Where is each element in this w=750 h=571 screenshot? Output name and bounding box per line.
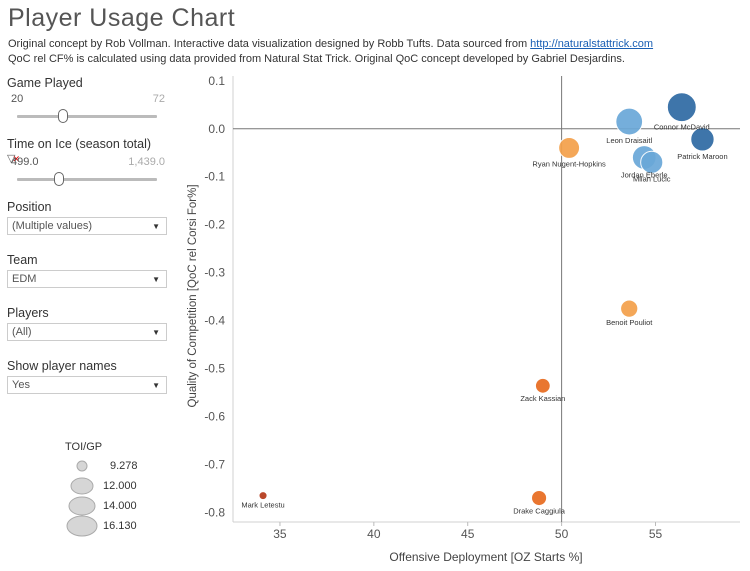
chevron-down-icon: ▼ [152,221,160,231]
y-tick-label: -0.2 [204,218,225,232]
point-milan-lucic [640,150,664,174]
games-played-label: Game Played [7,76,83,90]
y-tick-label: -0.7 [204,457,225,471]
players-label: Players [7,306,49,320]
filter-icon[interactable]: ▽ [7,153,16,165]
point-jordan-eberle [631,145,657,170]
team-label: Team [7,253,38,267]
point-label-drake-caggiula: Drake Caggiula [513,507,566,516]
x-tick-label: 55 [649,527,663,541]
x-tick-label: 40 [367,527,381,541]
x-tick-label: 45 [461,527,475,541]
filter-panel: Game Played 20 72 Time on Ice (season to… [7,76,167,394]
games-played-max[interactable]: 72 [152,93,165,105]
toi-range: 499.0 1,439.0 [7,156,167,172]
size-legend-circle-4 [66,515,98,537]
size-legend-title: TOI/GP [65,441,103,453]
position-label: Position [7,200,52,214]
point-label-jordan-eberle: Jordan Eberle [621,170,668,179]
toi-label: Time on Ice (season total) [7,137,152,151]
team-value: EDM [12,273,37,285]
slider-track [17,178,157,181]
point-label-zack-kassian: Zack Kassian [520,394,565,403]
players-select[interactable]: (All) ▼ [7,323,167,341]
position-value: (Multiple values) [12,220,93,232]
x-tick-label: 50 [555,527,569,541]
point-drake-caggiula [531,489,548,507]
y-axis-label: Quality of Competition [QoC rel Corsi Fo… [187,184,199,407]
position-select[interactable]: (Multiple values) ▼ [7,217,167,235]
size-legend-label-3: 14.000 [103,500,137,512]
size-legend-label-1: 9.278 [110,460,138,472]
y-tick-label: -0.5 [204,362,225,376]
point-patrick-maroon [690,127,715,152]
games-played-min[interactable]: 20 [11,93,24,105]
clear-filter-icon[interactable]: ✕ [12,154,21,164]
point-label-mark-letestu: Mark Letestu [241,501,284,510]
chevron-down-icon: ▼ [152,327,160,337]
x-tick-label: 35 [273,527,287,541]
chevron-down-icon: ▼ [152,380,160,390]
point-connor-mcdavid [666,92,697,123]
team-select[interactable]: EDM ▼ [7,270,167,288]
credits-text: Original concept by Rob Vollman. Interac… [8,38,531,50]
point-ryan-nugent-hopkins [558,136,581,159]
point-leon-draisaitl [615,107,644,136]
slider-thumb[interactable] [54,172,64,186]
chart-axes: 0.1 0.0 -0.1 -0.2 -0.3 -0.4 -0.5 -0.6 -0.7 -0.8 35… [204,74,740,541]
x-axis-label: Offensive Deployment [OZ Starts %] [389,550,582,564]
size-legend-circles [66,460,98,537]
toi-label-row: Time on Ice (season total) ▽✕ [7,137,167,165]
size-legend-circle-3 [68,496,96,516]
games-played-range: 20 72 [7,93,167,109]
chevron-down-icon: ▼ [152,274,160,284]
point-label-patrick-maroon: Patrick Maroon [677,152,727,161]
point-label-benoit-pouliot: Benoit Pouliot [606,318,653,327]
slider-thumb[interactable] [58,109,69,123]
page-title: Player Usage Chart [8,4,236,32]
y-tick-label: 0.0 [208,122,225,136]
games-played-slider[interactable] [17,109,157,123]
point-benoit-pouliot [620,299,639,318]
credits-line-1: Original concept by Rob Vollman. Interac… [8,38,653,50]
show-names-select[interactable]: Yes ▼ [7,376,167,394]
y-tick-label: -0.6 [204,409,225,423]
point-label-milan-lucic: Milan Lucic [633,174,671,183]
point-label-leon-draisaitl: Leon Draisaitl [606,136,652,145]
toi-slider[interactable] [17,172,157,186]
y-tick-label: 0.1 [208,74,225,88]
source-link[interactable]: http://naturalstattrick.com [530,38,654,50]
credits-line-2: QoC rel CF% is calculated using data pro… [8,53,625,65]
show-names-label: Show player names [7,359,117,373]
y-tick-label: -0.3 [204,266,225,280]
y-tick-label: -0.4 [204,314,225,328]
y-tick-label: -0.8 [204,505,225,519]
size-legend-circle-2 [70,477,94,495]
show-names-value: Yes [12,379,30,391]
size-legend-label-2: 12.000 [103,480,137,492]
point-label-ryan-nugent-hopkins: Ryan Nugent-Hopkins [532,159,606,168]
players-value: (All) [12,326,32,338]
point-label-connor-mcdavid: Connor McDavid [654,123,710,132]
size-legend-circle-1 [76,460,88,472]
point-mark-letestu [258,491,268,501]
y-tick-label: -0.1 [204,170,225,184]
size-legend: TOI/GP 9.278 12.000 14.000 16.130 [7,441,167,541]
toi-max[interactable]: 1,439.0 [128,156,165,168]
slider-track [17,115,157,118]
toi-min[interactable]: 499.0 [11,156,39,168]
point-zack-kassian [534,377,551,394]
size-legend-label-4: 16.130 [103,520,137,532]
